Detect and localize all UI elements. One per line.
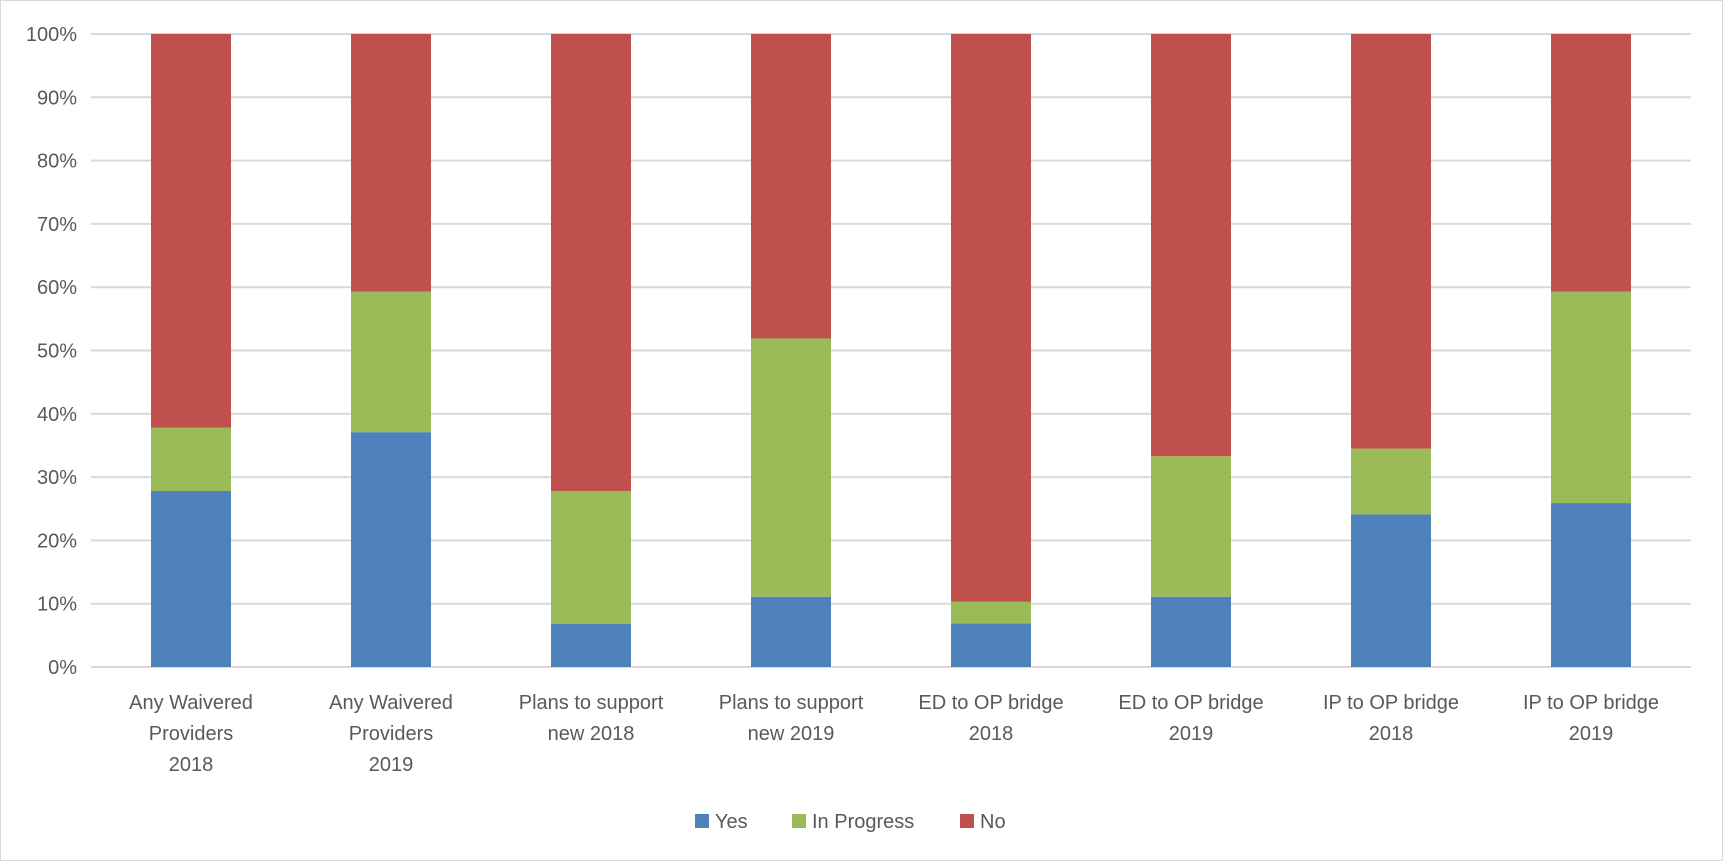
bar-segment-yes: [351, 432, 431, 667]
x-category-label: ED to OP bridge 2018: [918, 692, 1063, 745]
x-category-label: ED to OP bridge 2019: [1118, 692, 1263, 745]
x-category-label: Plans to support new 2019: [719, 692, 864, 745]
bar-segment-yes: [1551, 503, 1631, 667]
bar-segment-yes: [551, 623, 631, 667]
bar-segment-no: [1351, 34, 1431, 449]
gridlines: [91, 33, 1691, 668]
x-category-label: IP to OP bridge 2019: [1523, 692, 1659, 745]
bars: [151, 34, 1631, 667]
bar-segment-in-progress: [351, 291, 431, 433]
bar-segment-yes: [751, 596, 831, 667]
bar-segment-no: [1551, 34, 1631, 292]
bar-segment-in-progress: [151, 427, 231, 492]
bar-segment-yes: [1151, 596, 1231, 667]
y-tick-label: 10%: [37, 594, 77, 616]
bar-segment-no: [551, 34, 631, 492]
bar-segment-in-progress: [551, 491, 631, 624]
bar-segment-in-progress: [1551, 291, 1631, 504]
legend-label: Yes: [715, 811, 748, 833]
y-tick-label: 100%: [26, 24, 77, 46]
x-category-label: IP to OP bridge 2018: [1323, 692, 1459, 745]
y-tick-label: 90%: [37, 87, 77, 109]
bar-segment-no: [151, 34, 231, 428]
bar-segment-no: [951, 34, 1031, 602]
bar-segment-in-progress: [1351, 448, 1431, 515]
bar-segment-yes: [151, 491, 231, 667]
x-category-label: Plans to support new 2018: [519, 692, 664, 745]
legend-item-yes: Yes: [695, 811, 748, 833]
legend-swatch: [695, 814, 709, 828]
legend-item-no: No: [960, 811, 1006, 833]
bar-segment-in-progress: [751, 338, 831, 597]
y-tick-label: 50%: [37, 341, 77, 363]
bar-segment-no: [1151, 34, 1231, 457]
y-axis-tick-labels: 0% 10% 20% 30% 40% 50% 60% 70% 80% 90% 100%: [26, 24, 77, 679]
x-category-label: Any Waivered Providers 2018: [129, 692, 253, 776]
bar-segment-in-progress: [951, 601, 1031, 624]
bar-segment-no: [351, 34, 431, 292]
bar-segment-yes: [951, 623, 1031, 667]
legend-label: In Progress: [812, 811, 914, 833]
y-tick-label: 80%: [37, 151, 77, 173]
y-tick-label: 60%: [37, 277, 77, 299]
y-tick-label: 40%: [37, 404, 77, 426]
bar-segment-yes: [1351, 514, 1431, 667]
bar-segment-in-progress: [1151, 456, 1231, 597]
bar-segment-no: [751, 34, 831, 339]
y-tick-label: 0%: [48, 657, 77, 679]
legend-swatch: [960, 814, 974, 828]
legend-item-in-progress: In Progress: [792, 811, 914, 833]
x-category-label: Any Waivered Providers 2019: [329, 692, 453, 776]
legend-label: No: [980, 811, 1006, 833]
y-tick-label: 20%: [37, 530, 77, 552]
y-tick-label: 70%: [37, 214, 77, 236]
x-axis-category-labels: Any Waivered Providers 2018 Any Waivered Pro…: [129, 692, 1659, 776]
legend: Yes In Progress No: [695, 811, 1006, 833]
y-tick-label: 30%: [37, 467, 77, 489]
legend-swatch: [792, 814, 806, 828]
